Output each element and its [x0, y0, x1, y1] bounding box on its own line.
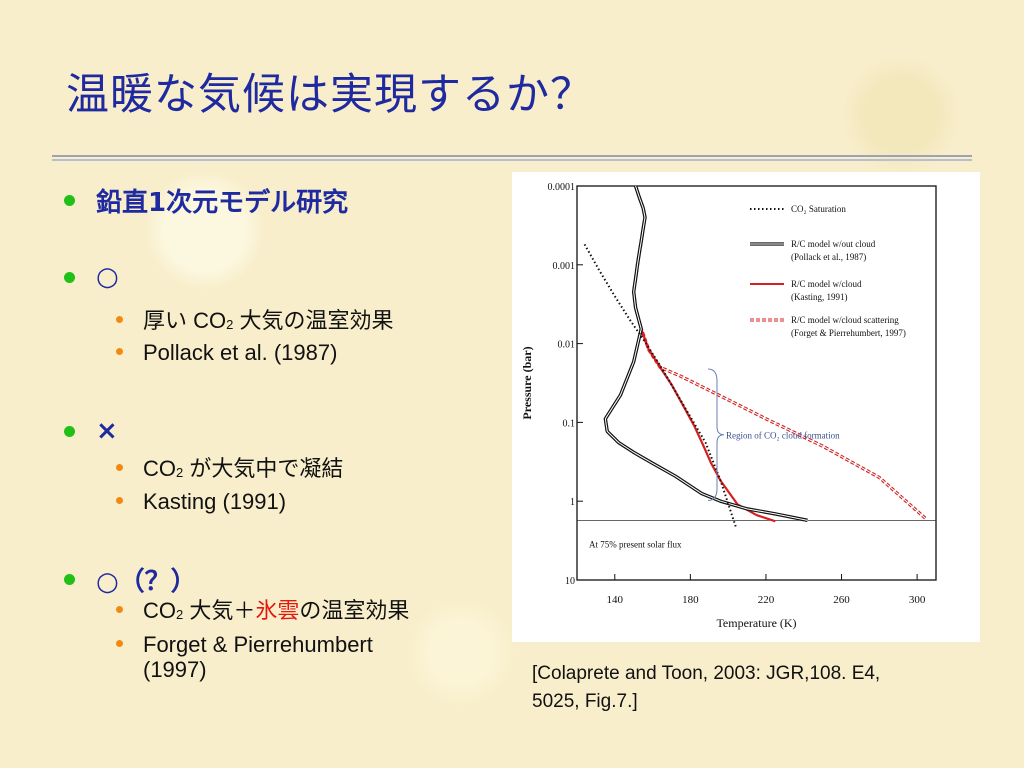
citation-line-2: 5025, Fig.7.]	[532, 691, 638, 712]
subbullet-text: Pollack et al. (1987)	[143, 340, 338, 365]
subbullet-ice-cloud: CO2 大気＋氷雲の温室効果	[116, 598, 409, 626]
series-cloud-scattering-inner	[633, 185, 927, 520]
subbullet-dot	[116, 606, 123, 613]
x-axis-label: Temperature (K)	[716, 616, 796, 630]
subbullet-kasting: Kasting (1991)	[116, 489, 286, 514]
y-tick-label: 0.1	[563, 418, 576, 429]
subbullet-text: CO2 大気＋氷雲の温室効果	[143, 598, 410, 623]
surface-label: At 75% present solar flux	[589, 539, 682, 549]
y-tick-label: 10	[565, 576, 575, 587]
chart-panel: 140 180 220 260 300 0.0001 0.001 0.01 0.1 1 10 Temp…	[512, 172, 980, 642]
subbullet-text: CO2 が大気中で凝結	[143, 456, 344, 481]
subbullet-dot	[116, 497, 123, 504]
series-no-cloud-inner	[604, 185, 808, 521]
temperature-pressure-chart: 140 180 220 260 300 0.0001 0.001 0.01 0.1 1 10 Temp…	[520, 182, 937, 630]
y-axis-label: Pressure (bar)	[520, 346, 534, 419]
bullet-text: ○	[96, 262, 119, 292]
bullet-1d-model: 鉛直1次元モデル研究	[64, 182, 348, 219]
series-with-cloud	[632, 185, 776, 523]
subbullet-pollack: Pollack et al. (1987)	[116, 340, 337, 365]
legend-label-sub: (Pollack et al., 1987)	[791, 252, 866, 262]
bullet-dot	[64, 574, 75, 585]
subbullet-text: Forget & Pierrehumbert (1997)	[143, 632, 373, 682]
bullet-dot	[64, 425, 75, 437]
subbullet-co2-condense: CO2 が大気中で凝結	[116, 456, 343, 484]
x-tick-label: 260	[833, 594, 850, 606]
series-cloud-scattering	[632, 185, 928, 521]
series-co2-saturation	[583, 243, 737, 527]
subbullet-forget: Forget & Pierrehumbert (1997)	[116, 632, 373, 682]
bullet-circle: ○	[64, 262, 119, 292]
legend-label: R/C model w/out cloud	[791, 239, 876, 249]
bullet-circle-question: ○（？）	[64, 561, 197, 598]
legend-label: R/C model w/cloud	[791, 279, 862, 289]
y-tick-label: 0.01	[558, 340, 576, 351]
legend-label-sub: (Forget & Pierrehumbert, 1997)	[791, 328, 906, 338]
legend-label: CO₂ Saturation	[791, 204, 846, 214]
bullet-dot	[64, 195, 75, 206]
legend-label-sub: (Kasting, 1991)	[791, 292, 848, 302]
title-divider-shadow	[52, 159, 972, 161]
subbullet-text: Kasting (1991)	[143, 489, 287, 514]
y-tick-label: 0.001	[553, 261, 576, 272]
x-tick-label: 140	[607, 594, 624, 606]
y-tick-label: 0.0001	[548, 182, 576, 193]
x-tick-label: 180	[682, 594, 699, 606]
bullet-cross: ×	[64, 416, 118, 446]
subbullet-dot	[116, 464, 123, 471]
y-tick-label: 1	[570, 497, 575, 508]
bullet-dot	[64, 271, 75, 283]
x-tick-label: 220	[758, 594, 775, 606]
cloud-region-brace	[707, 368, 725, 502]
cloud-region-label: Region of CO₂ cloud formation	[726, 431, 840, 441]
highlight-ice-cloud: 氷雲	[255, 598, 300, 623]
x-tick-label: 300	[909, 594, 926, 606]
bullet-text: 鉛直1次元モデル研究	[96, 188, 349, 218]
bullet-text: ×	[96, 416, 118, 446]
bullet-text: ○（？）	[96, 567, 197, 597]
slide-title: 温暖な気候は実現するか？	[66, 70, 594, 120]
subbullet-dot	[116, 348, 123, 355]
subbullet-thick-co2: 厚い CO2 大気の温室効果	[116, 308, 393, 336]
figure-citation: [Colaprete and Toon, 2003: JGR,108. E4, …	[532, 660, 972, 716]
plot-frame	[576, 185, 937, 581]
title-divider	[52, 155, 972, 157]
legend-label: R/C model w/cloud scattering	[791, 315, 899, 325]
subbullet-text: 厚い CO2 大気の温室効果	[143, 308, 394, 333]
subbullet-dot	[116, 316, 123, 323]
citation-line-1: [Colaprete and Toon, 2003: JGR,108. E4,	[532, 663, 881, 684]
subbullet-dot	[116, 640, 123, 647]
